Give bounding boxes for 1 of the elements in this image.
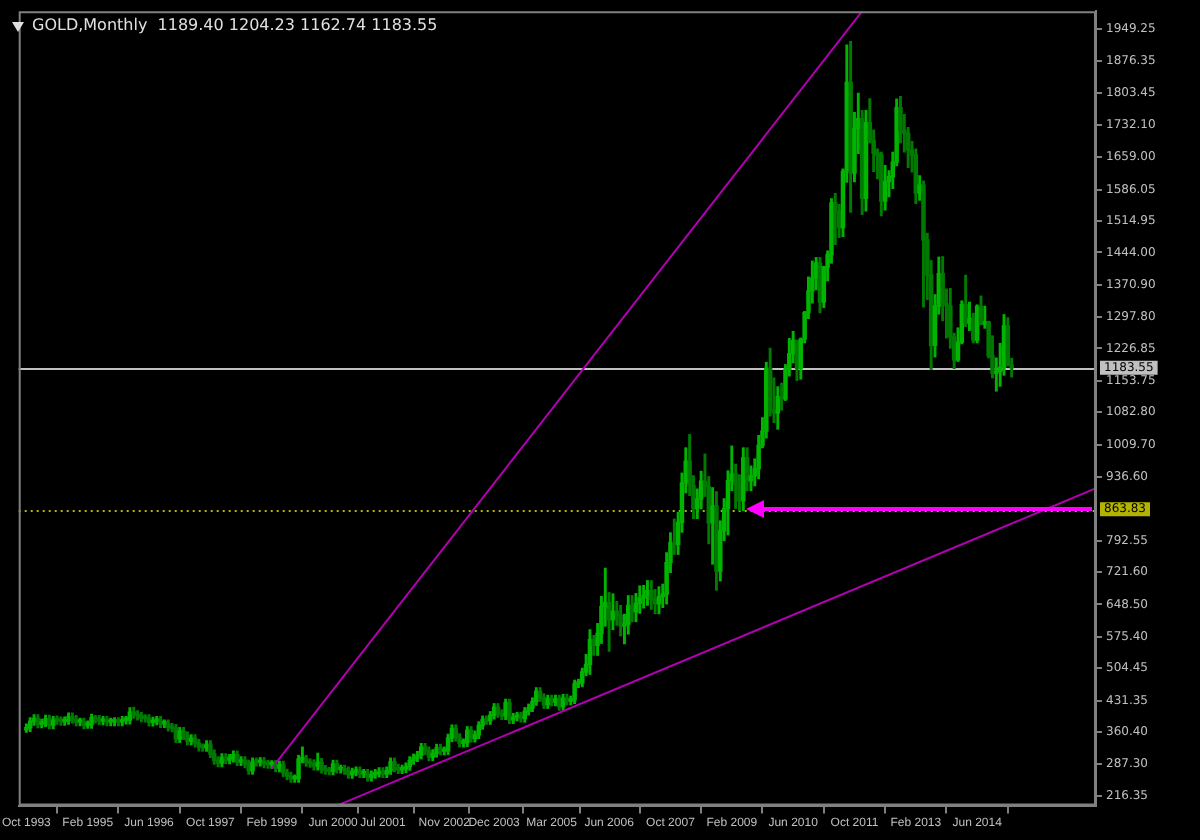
chart-title: GOLD,Monthly 1189.40 1204.23 1162.74 1183.55 [32,16,438,34]
